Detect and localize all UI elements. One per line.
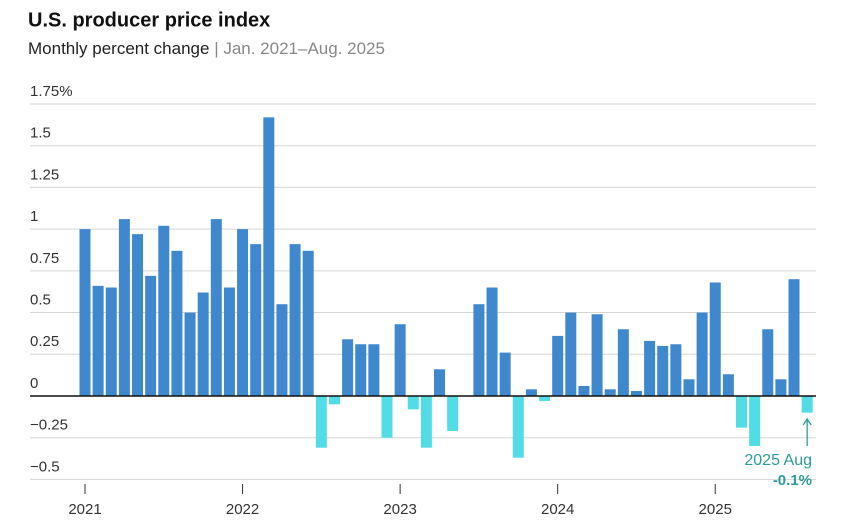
bar <box>342 339 354 396</box>
bar <box>381 395 393 438</box>
bar <box>302 250 314 396</box>
bar <box>276 304 288 396</box>
bar <box>788 279 800 396</box>
bar <box>525 389 537 396</box>
bar <box>604 389 616 396</box>
bar <box>145 275 157 396</box>
bar <box>184 312 196 396</box>
subtitle: Monthly percent change <box>28 39 209 58</box>
bar <box>486 287 498 396</box>
bar <box>394 324 406 396</box>
x-tick-label: 2023 <box>383 501 416 518</box>
bar <box>499 352 511 396</box>
bar <box>709 282 721 396</box>
bar <box>670 344 682 396</box>
x-tick-label: 2024 <box>541 501 574 518</box>
bar <box>683 379 695 396</box>
bar <box>355 344 367 396</box>
bar <box>722 374 734 396</box>
bar <box>210 219 222 396</box>
bar <box>132 234 144 396</box>
bar <box>250 244 262 396</box>
y-tick-label: 1.5 <box>30 125 51 142</box>
bar <box>749 395 761 447</box>
x-tick-label: 2022 <box>226 501 259 518</box>
x-tick-label: 2025 <box>699 501 732 518</box>
bar <box>539 395 551 401</box>
bar <box>801 395 813 413</box>
annotation-arrowhead <box>802 417 812 426</box>
y-tick-label: −0.5 <box>30 458 60 475</box>
bar <box>315 395 327 448</box>
bar <box>223 287 235 396</box>
bar <box>591 314 603 396</box>
chart-title: U.S. producer price index <box>28 9 270 31</box>
y-tick-label: 1.75% <box>30 83 73 100</box>
x-tick-label: 2021 <box>68 501 101 518</box>
y-tick-label: 0.5 <box>30 292 51 309</box>
bar <box>473 304 485 396</box>
bar <box>617 329 629 396</box>
y-tick-label: 0 <box>30 375 38 392</box>
bar <box>696 312 708 396</box>
bar <box>552 335 564 396</box>
y-tick-label: 0.25 <box>30 333 59 350</box>
bar <box>434 369 446 396</box>
y-tick-label: 0.75 <box>30 250 59 267</box>
bar <box>736 395 747 428</box>
bar <box>578 385 590 396</box>
bar <box>368 344 380 396</box>
bar <box>644 340 656 396</box>
bar <box>171 250 183 396</box>
bar <box>263 117 275 396</box>
annotation-label: 2025 Aug <box>744 452 812 469</box>
bar <box>237 229 249 396</box>
subtitle-range: | Jan. 2021–Aug. 2025 <box>214 39 385 58</box>
y-tick-label: −0.25 <box>30 417 68 434</box>
bar <box>420 395 432 448</box>
bar <box>197 292 209 396</box>
bar <box>289 244 301 396</box>
y-tick-label: 1.25 <box>30 166 59 183</box>
bar <box>565 312 577 396</box>
annotation-value: -0.1% <box>773 472 812 489</box>
bar <box>657 345 669 396</box>
bar <box>447 395 459 432</box>
chart-subtitle: Monthly percent change | Jan. 2021–Aug. … <box>28 39 385 58</box>
bar <box>92 285 104 396</box>
bar <box>407 395 419 410</box>
y-tick-label: 1 <box>30 208 38 225</box>
bar <box>512 395 524 458</box>
bar <box>630 390 642 396</box>
bar <box>328 395 340 405</box>
bar <box>105 287 117 396</box>
bar <box>762 329 774 396</box>
bar <box>79 229 91 396</box>
bar <box>158 225 170 396</box>
bar <box>775 379 787 396</box>
bar <box>118 219 130 396</box>
